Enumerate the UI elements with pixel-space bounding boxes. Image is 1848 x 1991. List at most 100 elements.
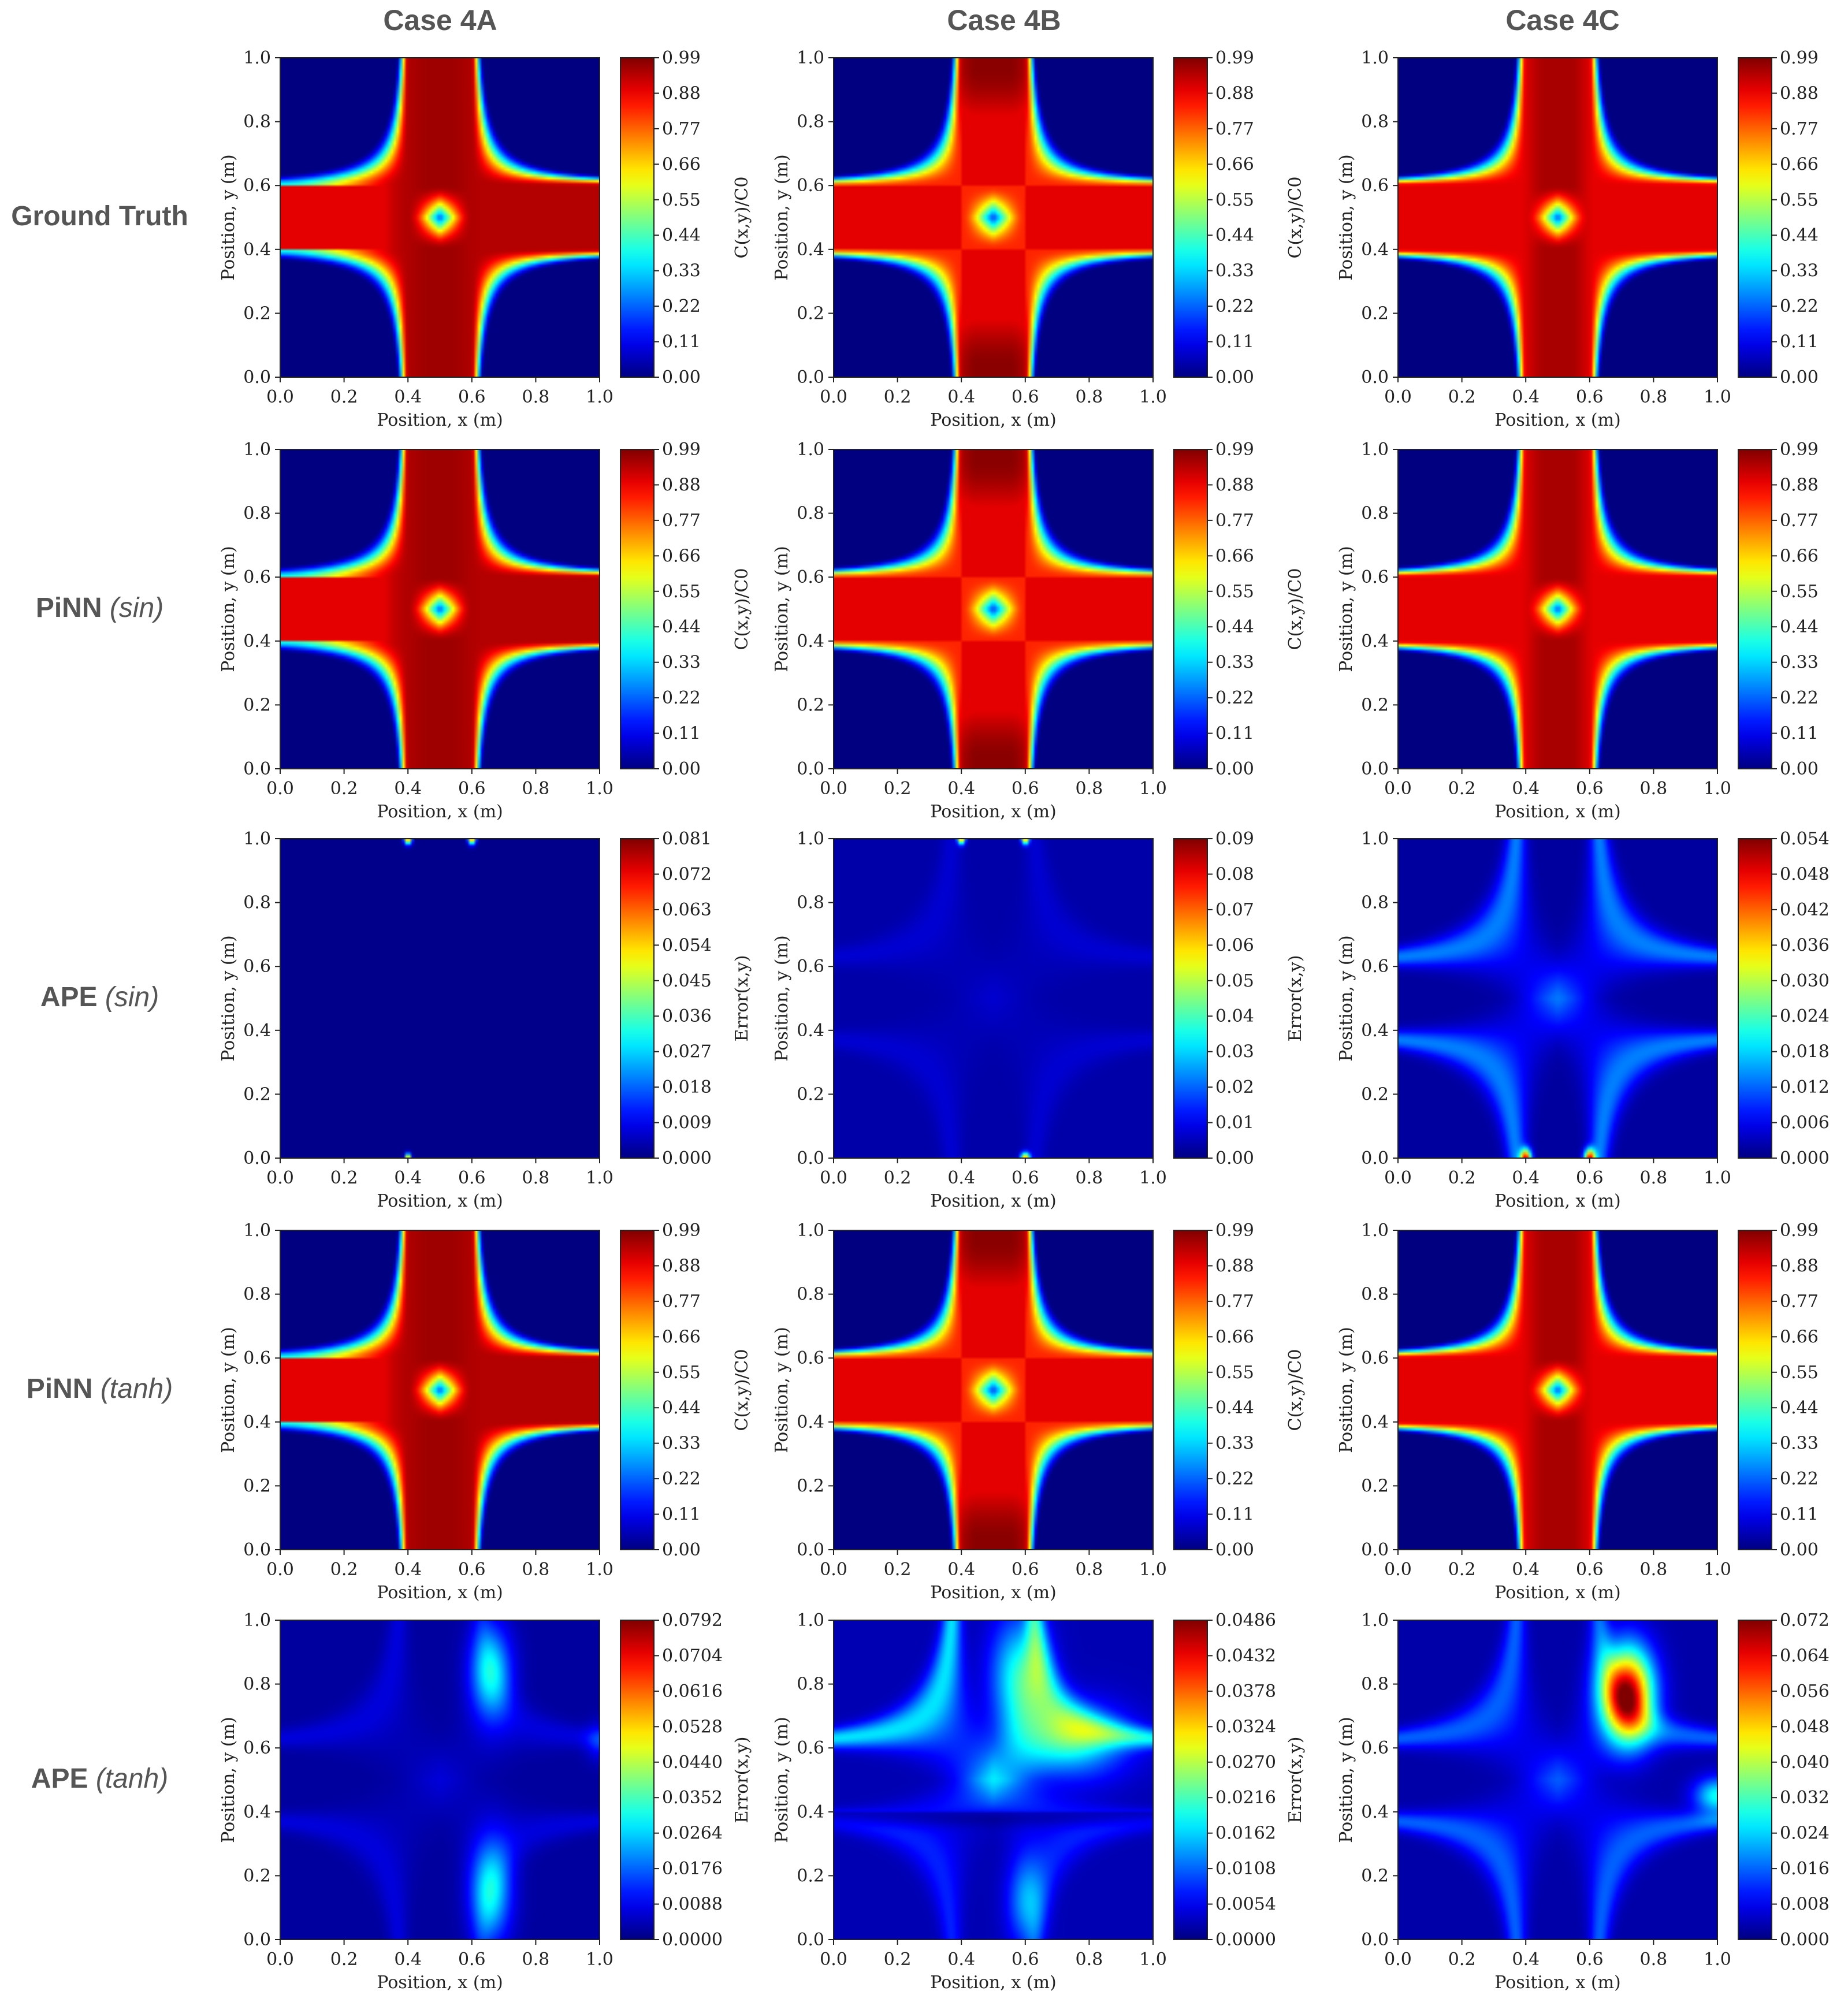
y-tick-label: 0.0 bbox=[1361, 1930, 1389, 1950]
colorbar-label: Error(x,y) bbox=[1285, 1737, 1306, 1823]
x-tick-label: 0.6 bbox=[1012, 1560, 1039, 1580]
x-tick-label: 0.4 bbox=[1512, 779, 1540, 799]
row-title: Ground Truth bbox=[0, 200, 199, 232]
row-title-activation: (sin) bbox=[105, 981, 159, 1013]
x-tick-label: 1.0 bbox=[586, 387, 613, 407]
colorbar-tick-label: 0.88 bbox=[662, 83, 701, 103]
y-tick-label: 0.0 bbox=[243, 1148, 271, 1168]
y-tick-label: 0.6 bbox=[1361, 176, 1389, 196]
y-tick-label: 1.0 bbox=[1361, 829, 1389, 849]
colorbar bbox=[1738, 57, 1772, 378]
plot-frame bbox=[280, 57, 600, 378]
colorbar-tick-label: 0.33 bbox=[1780, 1434, 1819, 1454]
colorbar bbox=[1738, 838, 1772, 1159]
y-tick-label: 0.8 bbox=[243, 112, 271, 132]
heatmap-image bbox=[280, 1230, 600, 1550]
x-tick-label: 0.8 bbox=[1076, 1168, 1103, 1188]
colorbar-label: Error(x,y) bbox=[732, 955, 752, 1042]
y-tick-label: 0.2 bbox=[797, 1866, 824, 1886]
x-tick-label: 0.8 bbox=[522, 1949, 550, 1970]
row-title-activation: (tanh) bbox=[95, 1763, 169, 1794]
heatmap-panel: 0.00.0 0.2 0.2 0.4 0.4 0.6 0.6 0.8 0.8 1.0 1.0 Posi… bbox=[1336, 1610, 1830, 1991]
x-axis-label: Position, x (m) bbox=[930, 1583, 1056, 1603]
y-axis-label: Position, y (m) bbox=[1336, 1327, 1356, 1453]
colorbar-tick-label: 0.55 bbox=[662, 190, 701, 210]
x-tick-label: 1.0 bbox=[1704, 387, 1731, 407]
x-tick-label: 1.0 bbox=[1704, 1168, 1731, 1188]
y-tick-label: 0.2 bbox=[1361, 1476, 1389, 1496]
x-tick-label: 0.0 bbox=[266, 1168, 294, 1188]
y-tick-label: 0.8 bbox=[797, 1285, 824, 1305]
colorbar-tick-label: 0.66 bbox=[662, 1327, 701, 1347]
colorbar-tick-label: 0.77 bbox=[662, 119, 701, 139]
y-tick-label: 1.0 bbox=[797, 48, 824, 68]
x-tick-label: 1.0 bbox=[586, 1560, 613, 1580]
x-tick-label: 0.0 bbox=[1384, 1168, 1412, 1188]
x-tick-label: 0.2 bbox=[1448, 387, 1476, 407]
colorbar-tick-label: 0.0528 bbox=[662, 1717, 723, 1737]
colorbar-tick-label: 0.44 bbox=[1780, 1398, 1819, 1418]
x-axis-label: Position, x (m) bbox=[930, 1191, 1056, 1211]
y-tick-label: 0.6 bbox=[797, 176, 824, 196]
x-tick-label: 0.0 bbox=[266, 387, 294, 407]
x-tick-label: 0.2 bbox=[330, 1168, 358, 1188]
x-axis-label: Position, x (m) bbox=[377, 1973, 503, 1991]
colorbar-tick-label: 0.0054 bbox=[1215, 1895, 1276, 1915]
colorbar-tick-label: 0.22 bbox=[1780, 296, 1819, 317]
x-tick-label: 1.0 bbox=[1704, 1949, 1731, 1970]
colorbar-tick-label: 0.0176 bbox=[662, 1859, 723, 1879]
colorbar-tick-label: 0.00 bbox=[1215, 1540, 1254, 1560]
y-tick-label: 0.0 bbox=[1361, 367, 1389, 388]
x-tick-label: 0.6 bbox=[1576, 1168, 1604, 1188]
colorbar-tick-label: 0.0486 bbox=[1215, 1610, 1276, 1631]
colorbar-tick-label: 0.11 bbox=[1215, 724, 1254, 744]
heatmap-image bbox=[1398, 1230, 1717, 1550]
colorbar-tick-label: 0.77 bbox=[1780, 119, 1819, 139]
heatmap-panel: 0.00.0 0.2 0.2 0.4 0.4 0.6 0.6 0.8 0.8 1.0 1.0 Posi… bbox=[772, 829, 1306, 1211]
colorbar bbox=[1738, 449, 1772, 769]
plot-frame bbox=[1397, 1620, 1718, 1940]
colorbar-tick-label: 0.55 bbox=[1780, 1363, 1819, 1383]
colorbar-tick-label: 0.07 bbox=[1215, 900, 1254, 920]
x-tick-label: 0.6 bbox=[458, 387, 486, 407]
colorbar-tick-label: 0.33 bbox=[1215, 1434, 1254, 1454]
x-tick-label: 0.4 bbox=[947, 1949, 975, 1970]
colorbar-tick-label: 0.063 bbox=[662, 900, 712, 920]
colorbar-tick-label: 0.55 bbox=[662, 1363, 701, 1383]
y-axis-label: Position, y (m) bbox=[1336, 1717, 1356, 1843]
x-tick-label: 0.6 bbox=[1576, 387, 1604, 407]
column-title: Case 4C bbox=[1505, 4, 1620, 36]
y-axis-label: Position, y (m) bbox=[1336, 154, 1356, 280]
colorbar-tick-label: 0.66 bbox=[1215, 546, 1254, 566]
plot-frame bbox=[1397, 57, 1718, 378]
colorbar-tick-label: 0.00 bbox=[1215, 367, 1254, 388]
colorbar-tick-label: 0.045 bbox=[662, 971, 712, 991]
colorbar-tick-label: 0.036 bbox=[662, 1006, 712, 1026]
colorbar-tick-label: 0.000 bbox=[662, 1148, 712, 1168]
colorbar-tick-label: 0.0440 bbox=[662, 1752, 723, 1773]
x-tick-label: 0.0 bbox=[266, 779, 294, 799]
colorbar bbox=[1173, 1620, 1208, 1940]
colorbar-label: C(x,y)/C0 bbox=[732, 1349, 752, 1431]
y-tick-label: 0.6 bbox=[1361, 1348, 1389, 1368]
colorbar-tick-label: 0.018 bbox=[662, 1077, 712, 1097]
colorbar-tick-label: 0.77 bbox=[1215, 119, 1254, 139]
y-tick-label: 0.8 bbox=[1361, 1285, 1389, 1305]
x-axis-label: Position, x (m) bbox=[930, 1973, 1056, 1991]
row-title-method: PiNN bbox=[35, 592, 102, 623]
y-tick-label: 0.4 bbox=[797, 1021, 824, 1041]
y-tick-label: 1.0 bbox=[243, 1610, 271, 1631]
colorbar bbox=[620, 838, 655, 1159]
column-title: Case 4A bbox=[383, 4, 497, 36]
colorbar-tick-label: 0.00 bbox=[1215, 759, 1254, 779]
heatmap-image bbox=[1398, 449, 1717, 769]
y-axis-label: Position, y (m) bbox=[218, 1717, 239, 1843]
colorbar-tick-label: 0.0792 bbox=[662, 1610, 723, 1631]
colorbar-tick-label: 0.66 bbox=[1215, 154, 1254, 174]
colorbar-label: Error(x,y) bbox=[732, 1737, 752, 1823]
colorbar-tick-label: 0.03 bbox=[1215, 1042, 1254, 1062]
x-tick-label: 0.2 bbox=[1448, 779, 1476, 799]
x-tick-label: 0.6 bbox=[1012, 779, 1039, 799]
colorbar-tick-label: 0.008 bbox=[1780, 1895, 1830, 1915]
y-tick-label: 0.6 bbox=[797, 567, 824, 587]
